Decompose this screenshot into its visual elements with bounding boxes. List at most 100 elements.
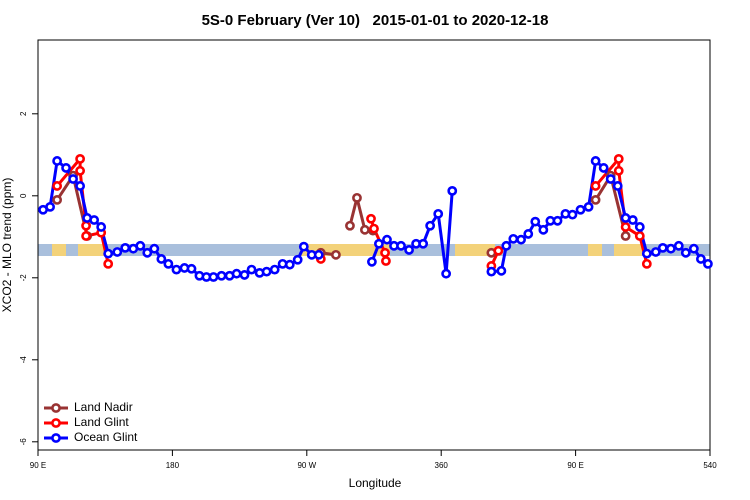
point <box>486 266 497 277</box>
legend-marker <box>51 418 61 428</box>
point <box>112 247 123 257</box>
point <box>665 243 676 254</box>
point <box>75 153 86 164</box>
point <box>298 241 309 252</box>
x-tick-label: 90 W <box>297 461 316 470</box>
point <box>641 258 652 269</box>
x-tick-label: 360 <box>435 461 449 470</box>
point <box>142 247 153 258</box>
point <box>418 238 429 249</box>
point <box>575 204 586 215</box>
point <box>530 216 541 227</box>
point <box>231 268 242 279</box>
point <box>313 249 324 260</box>
point <box>135 240 146 251</box>
point <box>613 165 624 176</box>
point <box>620 231 631 241</box>
x-axis-label: Longitude <box>349 476 402 490</box>
point <box>605 174 616 184</box>
point <box>567 209 578 220</box>
point <box>359 224 370 235</box>
point <box>81 231 91 241</box>
point <box>45 201 55 212</box>
x-tick-label: 180 <box>166 461 180 470</box>
y-tick-label: 2 <box>19 111 28 116</box>
point <box>433 208 444 219</box>
point <box>269 264 280 275</box>
x-tick-label: 90 E <box>30 461 46 470</box>
point <box>261 266 272 277</box>
legend-marker <box>51 433 61 443</box>
point <box>352 192 362 203</box>
point <box>583 201 594 212</box>
point <box>367 256 377 267</box>
point <box>331 249 341 260</box>
point <box>552 215 563 226</box>
point <box>120 242 131 253</box>
point <box>216 270 227 281</box>
point <box>641 248 652 259</box>
point <box>590 181 601 191</box>
point <box>703 258 713 269</box>
y-tick-label: -6 <box>19 438 28 446</box>
plot-frame <box>37 39 711 451</box>
point <box>396 240 406 251</box>
point <box>516 234 526 245</box>
point <box>680 247 691 258</box>
legend-marker <box>51 403 61 413</box>
chart-title: 5S-0 February (Ver 10) 2015-01-01 to 202… <box>202 12 549 29</box>
point <box>598 163 609 173</box>
point <box>163 258 174 269</box>
point <box>688 243 699 254</box>
point <box>75 181 86 191</box>
point <box>650 247 661 257</box>
point <box>695 254 706 264</box>
point <box>613 153 624 164</box>
legend-label: Ocean Glint <box>74 430 138 444</box>
point <box>239 270 250 280</box>
point <box>89 215 100 225</box>
point <box>61 163 71 173</box>
point <box>369 223 379 234</box>
point <box>246 264 257 275</box>
point <box>374 238 384 249</box>
land-band <box>455 244 495 256</box>
x-tick-label: 540 <box>703 461 717 470</box>
point <box>382 234 392 245</box>
point <box>186 263 197 274</box>
point <box>612 181 623 191</box>
point <box>538 224 549 235</box>
point <box>508 233 519 244</box>
y-tick-label: -4 <box>19 356 28 364</box>
point <box>425 220 436 231</box>
point <box>523 229 534 239</box>
point <box>381 256 391 266</box>
point <box>657 242 668 253</box>
point <box>284 259 295 270</box>
legend-label: Land Glint <box>74 415 129 429</box>
land-band <box>588 244 602 256</box>
point <box>441 268 452 279</box>
y-axis-label: XCO2 - MLO trend (ppm) <box>0 178 14 313</box>
point <box>501 240 512 251</box>
land-band <box>78 244 106 256</box>
y-tick-label: 0 <box>19 193 28 198</box>
point <box>292 254 303 265</box>
point <box>634 231 645 241</box>
point <box>208 272 219 282</box>
point <box>156 254 167 264</box>
point <box>673 240 684 251</box>
point <box>103 258 114 269</box>
point <box>620 222 631 232</box>
y-tick-label: -2 <box>19 274 28 282</box>
point <box>634 222 645 232</box>
point <box>345 220 355 231</box>
point <box>103 248 114 259</box>
point <box>171 264 182 275</box>
point <box>52 194 63 205</box>
point <box>366 213 376 224</box>
land-band <box>614 244 642 256</box>
point <box>590 194 601 205</box>
